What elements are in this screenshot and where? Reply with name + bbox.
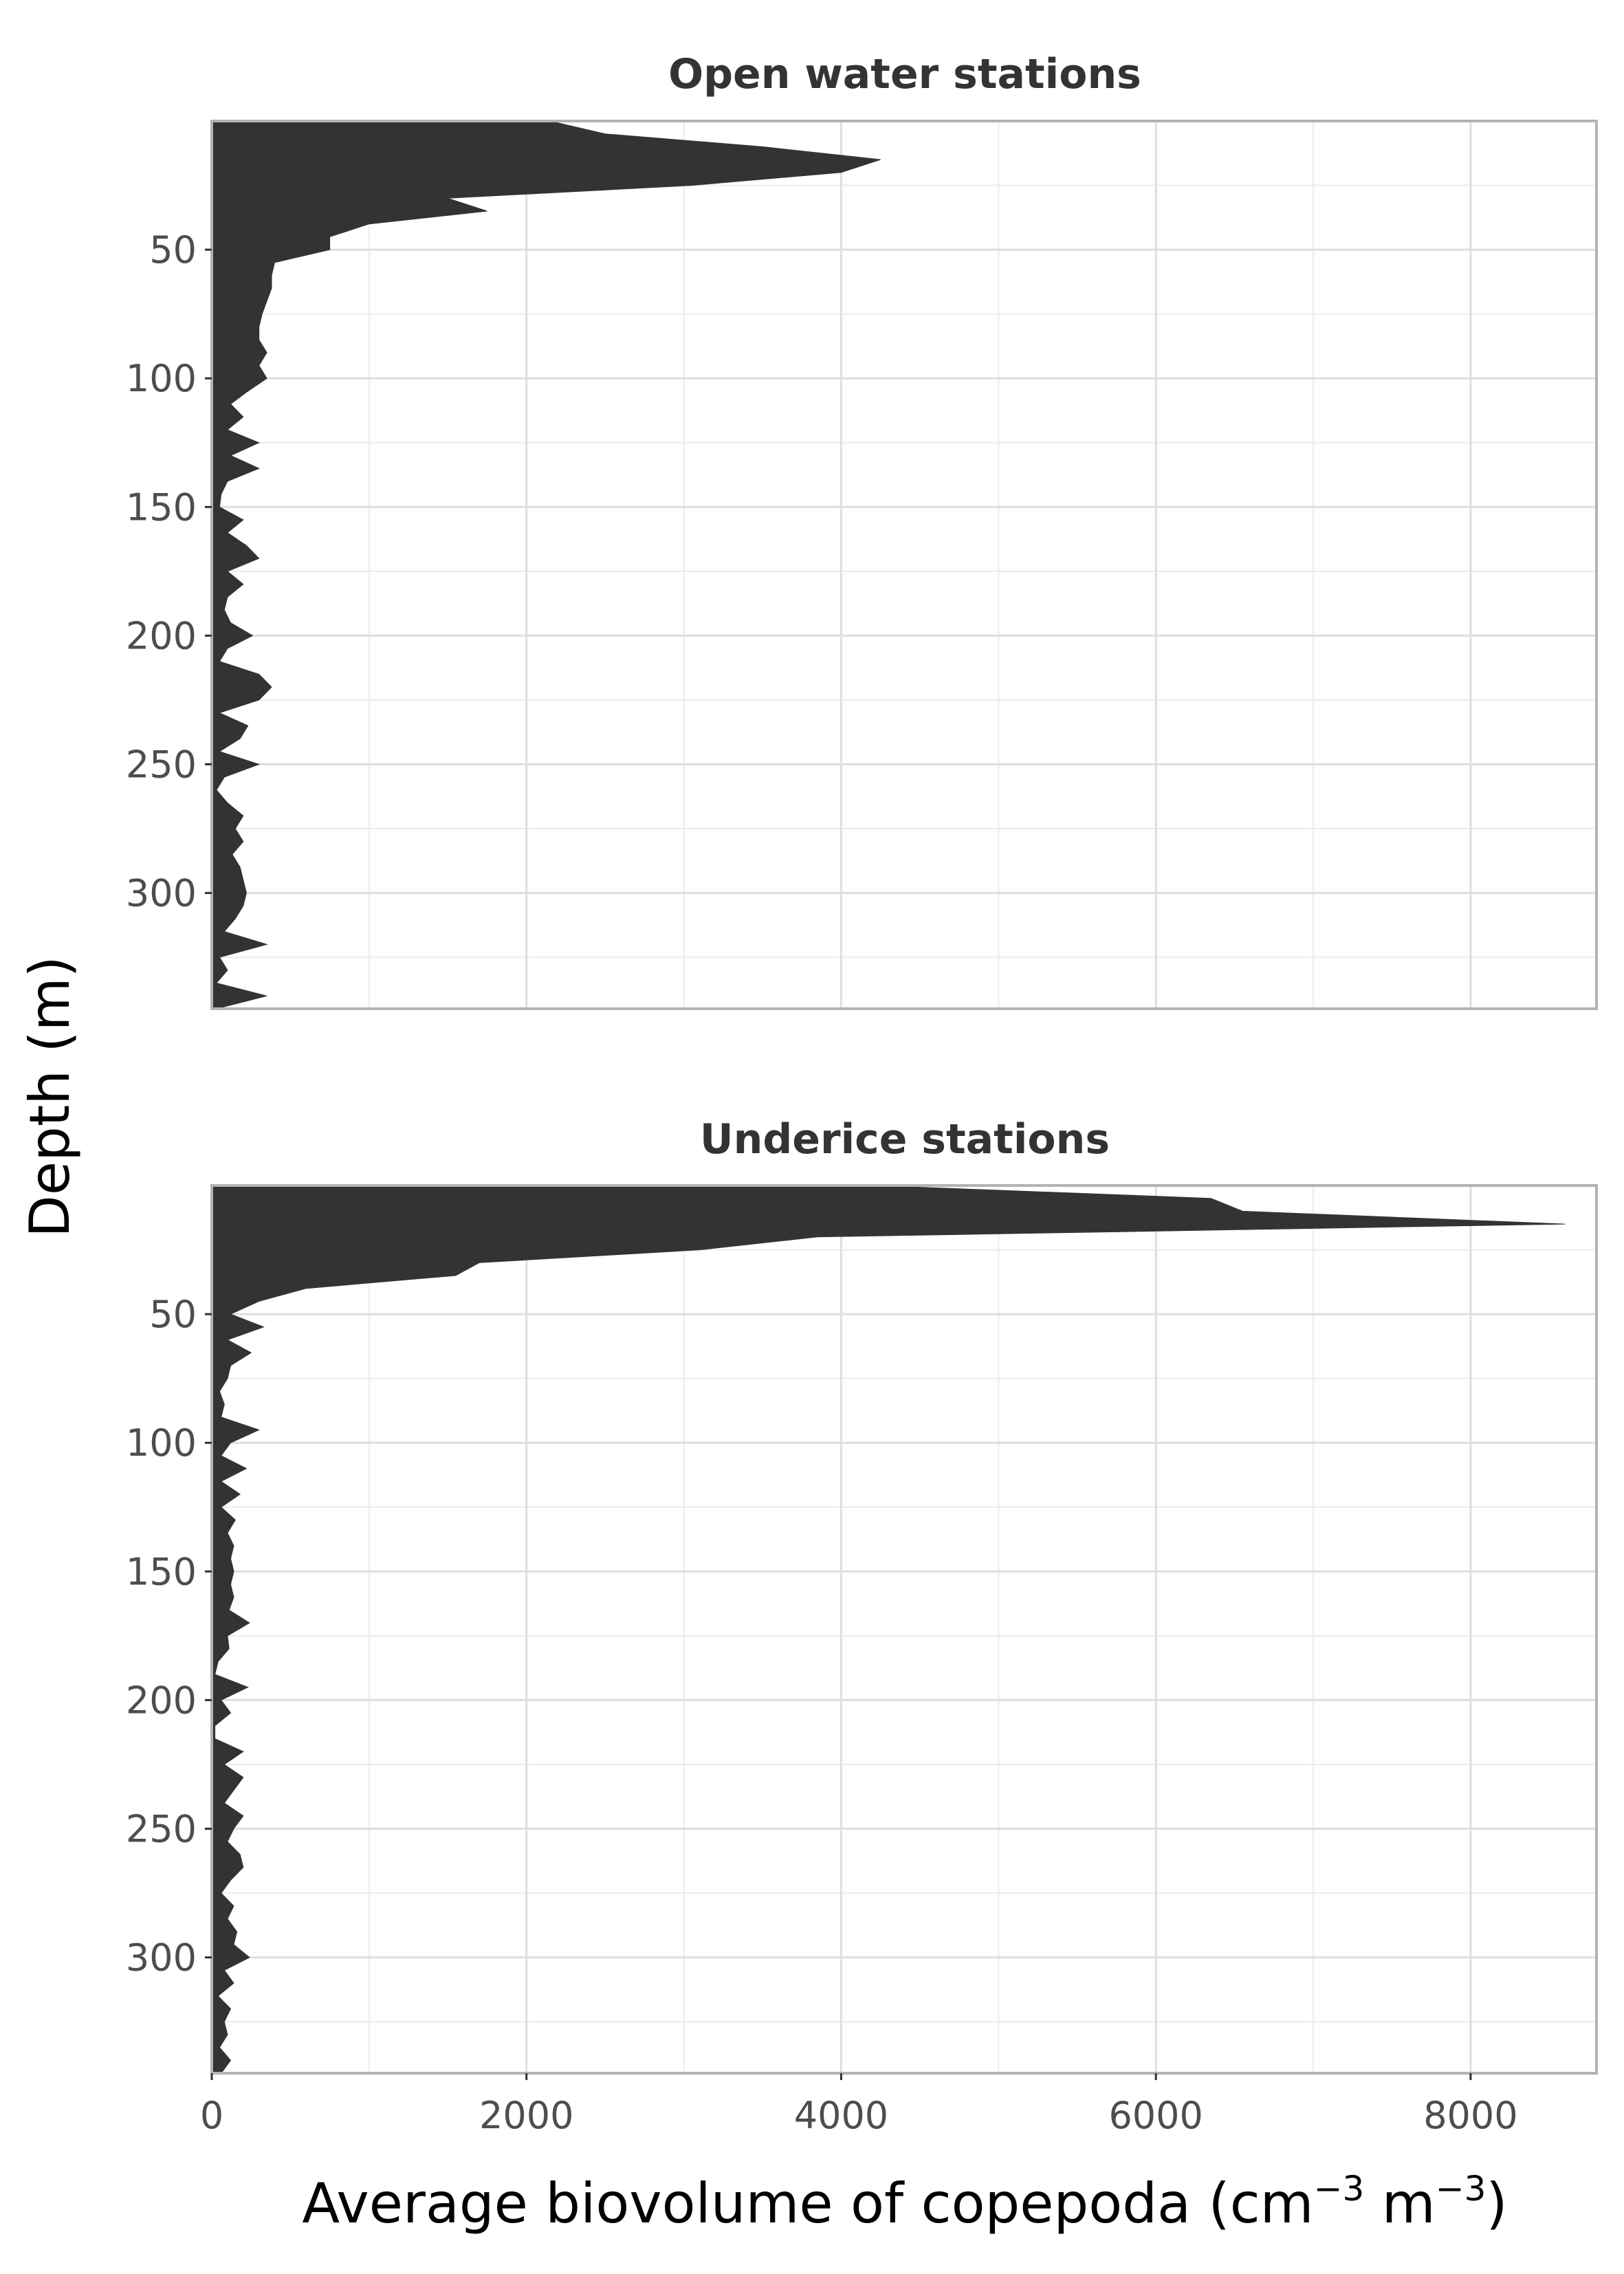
y-axis-title: Depth (m)	[18, 956, 82, 1237]
y-tick-label: 150	[126, 1550, 197, 1593]
x-axis-title-sup-1: −3	[1314, 2169, 1365, 2209]
y-tick-label: 300	[126, 872, 197, 915]
x-axis-title-mid: m	[1364, 2172, 1435, 2235]
x-axis-title-sup-2: −3	[1436, 2169, 1486, 2209]
x-tick-label: 6000	[1108, 2094, 1203, 2137]
y-tick-label: 50	[149, 228, 197, 272]
panel-open-water: Open water stations 50 100 150 200 250 300	[126, 50, 1598, 1010]
y-tick-label: 50	[149, 1293, 197, 1336]
y-ticks-bottom: 50 100 150 200 250 300	[126, 1293, 212, 1980]
grid-bottom	[210, 1185, 1596, 2073]
y-tick-label: 150	[126, 485, 197, 529]
y-tick-label: 200	[126, 1679, 197, 1722]
y-tick-label: 250	[126, 1808, 197, 1851]
x-axis-title: Average biovolume of copepoda (cm−3 m−3)	[302, 2169, 1507, 2235]
x-axis-title-main: Average biovolume of copepoda (cm	[302, 2172, 1313, 2235]
panel-frame-underice	[210, 1184, 1598, 2075]
x-tick-label: 4000	[794, 2094, 888, 2137]
x-tick-label: 8000	[1423, 2094, 1517, 2137]
x-axis-title-end: )	[1486, 2172, 1507, 2235]
y-ticks-top: 50 100 150 200 250 300	[126, 228, 212, 915]
panel-frame-open-water	[210, 120, 1598, 1010]
biovolume-profile-underice	[211, 1185, 1566, 2074]
panel-title-open-water: Open water stations	[668, 50, 1141, 98]
grid-top	[210, 121, 1596, 1009]
y-tick-label: 100	[126, 357, 197, 400]
panel-underice: Underice stations 50 100 150 200 250 300 0 200…	[126, 1115, 1598, 2137]
x-ticks-bottom: 0 2000 4000 6000 8000	[200, 2073, 1518, 2137]
y-tick-label: 250	[126, 743, 197, 787]
y-tick-label: 300	[126, 1936, 197, 1980]
x-tick-label: 0	[200, 2094, 223, 2137]
y-tick-label: 100	[126, 1421, 197, 1465]
biovolume-profile-open-water	[211, 120, 881, 1009]
y-tick-label: 200	[126, 614, 197, 657]
panel-title-underice: Underice stations	[700, 1115, 1110, 1163]
x-tick-label: 2000	[479, 2094, 573, 2137]
